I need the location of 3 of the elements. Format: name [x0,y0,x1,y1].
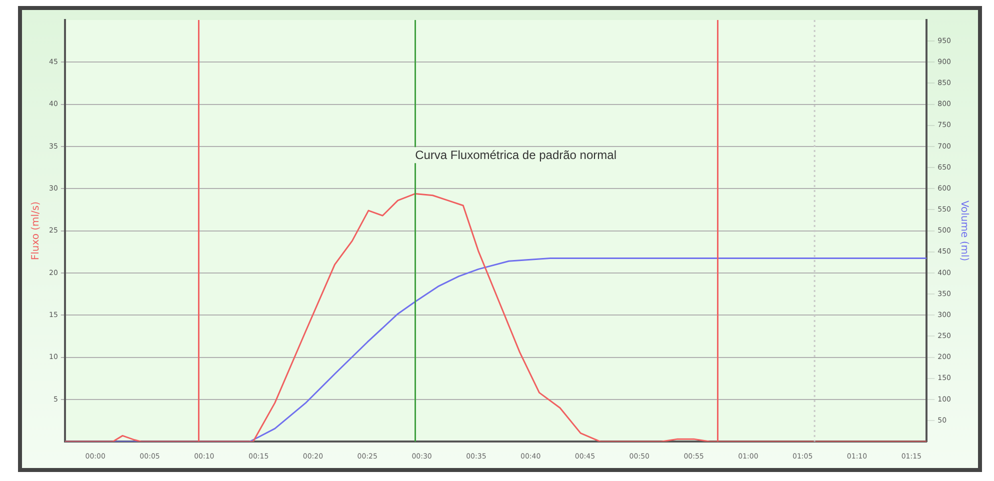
text: Curva Fluxométrica de padrão normal [415,148,616,162]
y2-axis-title: Volume (ml) [958,200,970,262]
y-axis-title: Fluxo (ml/s) [30,201,42,260]
